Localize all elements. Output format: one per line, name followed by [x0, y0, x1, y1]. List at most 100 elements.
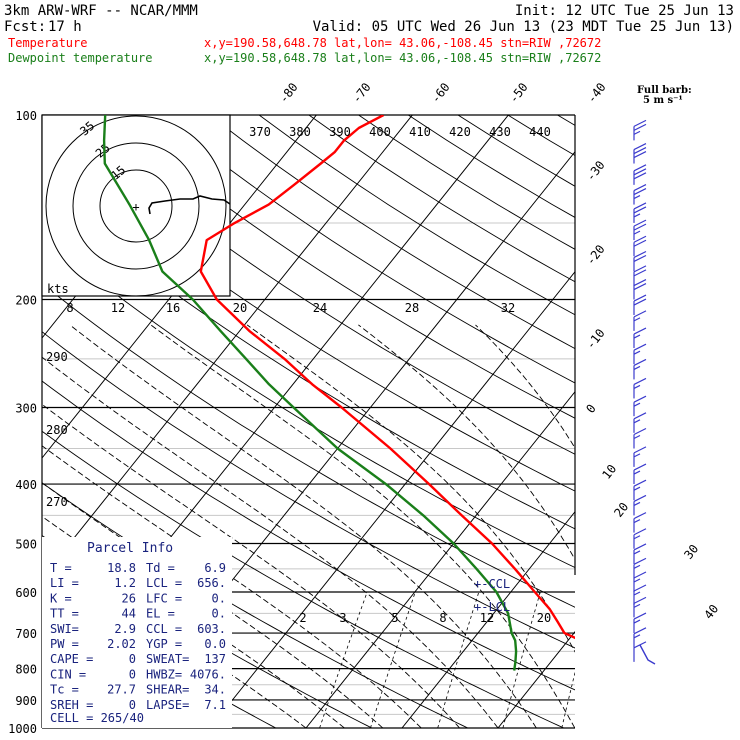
wind-barb [633, 235, 647, 257]
dry-adiabat [457, 115, 575, 187]
wind-barb [633, 412, 647, 433]
parcel-value: 656. [197, 576, 226, 590]
isotherm-label: 20 [611, 500, 631, 520]
parcel-value: 7.1 [204, 698, 226, 712]
theta-label-left: 280 [46, 423, 68, 437]
wind-barb-half [633, 470, 641, 475]
wind-barb [633, 494, 647, 516]
wind-barb-flag [633, 310, 647, 318]
wind-barb-flag [633, 119, 647, 127]
parcel-value: 2.02 [107, 637, 136, 651]
pressure-tick-label: 300 [15, 401, 37, 415]
wind-barb [633, 358, 647, 380]
wind-barb [633, 571, 647, 593]
pressure-tick-label: 700 [15, 627, 37, 641]
dry-adiabat [42, 235, 575, 569]
wind-barb [633, 446, 647, 467]
wind-barb-half [633, 564, 641, 569]
hodograph-ring [45, 115, 227, 297]
pressure-tick-label: 600 [15, 586, 37, 600]
wind-barb-flag [633, 327, 647, 335]
isotherm-label: -80 [276, 80, 300, 106]
parcel-value: 26 [122, 591, 136, 605]
wind-barb [633, 327, 647, 349]
theta-label: 390 [329, 125, 351, 139]
wind-barb-half [633, 365, 641, 370]
wind-barb-flag [633, 427, 647, 436]
wind-barb-half [633, 634, 641, 639]
parcel-label: LCL = [146, 576, 182, 590]
wind-barb-flag [633, 596, 647, 604]
moist-adiabat [42, 445, 422, 728]
parcel-label: SREH = [50, 698, 93, 712]
wind-barb [633, 310, 647, 331]
parcel-value: 0. [212, 607, 226, 621]
wind-barb-flag [633, 254, 647, 263]
wind-barb-flag [633, 528, 647, 536]
parcel-info-rows: T = 18.8 Td = 6.9 LI = 1.2 LCL = 656. K = 26 LFC =… [50, 561, 226, 712]
isotherm-label: -70 [349, 80, 373, 106]
parcel-value: 2.9 [114, 622, 136, 636]
isotherm [42, 115, 317, 459]
forecast-label: Fcst: [4, 19, 46, 35]
dewpoint-line [102, 115, 518, 671]
wind-barb-flag [633, 446, 647, 454]
dry-adiabat [557, 115, 575, 126]
parcel-label: LAPSE= [146, 698, 189, 712]
parcel-value: 4076. [190, 667, 226, 681]
wind-barb-half [633, 419, 641, 424]
parcel-value: 6.9 [204, 561, 226, 575]
wind-barb-flag [633, 239, 647, 247]
theta-label: 370 [249, 125, 271, 139]
wind-barb [633, 219, 647, 241]
hodograph-speed-label: 28 [405, 301, 419, 315]
parcel-label: Tc = [50, 683, 79, 697]
dry-adiabat [42, 188, 575, 530]
parcel-label: LFC = [146, 591, 182, 605]
wind-barb-flag [633, 250, 647, 259]
parcel-label: CAPE = [50, 652, 93, 666]
lcl-marker: +-LCL [474, 600, 510, 614]
parcel-label: SWEAT= [146, 652, 189, 666]
parcel-label: TT = [50, 607, 79, 621]
pressure-tick-label: 500 [15, 537, 37, 551]
wind-barb-half [633, 130, 641, 135]
mixing-ratio-label: 2 [299, 611, 306, 625]
parcel-label: LI = [50, 576, 79, 590]
wind-barb-flag [633, 512, 647, 520]
init-time: Init: 12 UTC Tue 25 Jun 13 [515, 3, 734, 19]
isotherm-label: -40 [584, 80, 608, 106]
isotherm-label: 30 [681, 542, 701, 562]
isotherm-label: -20 [583, 242, 607, 268]
wind-barb-half [633, 501, 641, 506]
dry-adiabat [42, 331, 575, 649]
wind-barb-half [633, 535, 641, 540]
wind-barb [633, 512, 647, 533]
theta-label: 430 [489, 125, 511, 139]
wind-barb [633, 184, 647, 205]
isotherm [497, 630, 575, 728]
wind-barb [633, 294, 647, 316]
wind-barb-flag [633, 269, 647, 277]
wind-barb [633, 164, 647, 185]
pressure-tick-label: 100 [15, 109, 37, 123]
parcel-cell: CELL = 265/40 [50, 711, 144, 725]
legend-dewpoint: Dewpoint temperature [8, 51, 153, 65]
mixing-ratio-label: 3 [339, 611, 346, 625]
moist-adiabat [42, 356, 499, 728]
wind-barb-half [633, 619, 641, 624]
isotherm-label: 40 [701, 602, 721, 622]
moist-adiabat [246, 324, 575, 653]
parcel-label: CCL = [146, 622, 182, 636]
forecast-hour: 17 h [48, 19, 82, 35]
dry-adiabat [408, 115, 575, 218]
wind-barb [633, 584, 647, 605]
wind-barb-flag [633, 143, 647, 151]
isotherm [690, 115, 740, 728]
isotherm [42, 115, 413, 579]
wind-barb-half [633, 603, 641, 608]
sounding-lines [102, 115, 575, 671]
wind-barb-flag [633, 571, 647, 579]
wind-barb-flag [633, 147, 647, 155]
parcel-value: 34. [204, 683, 226, 697]
